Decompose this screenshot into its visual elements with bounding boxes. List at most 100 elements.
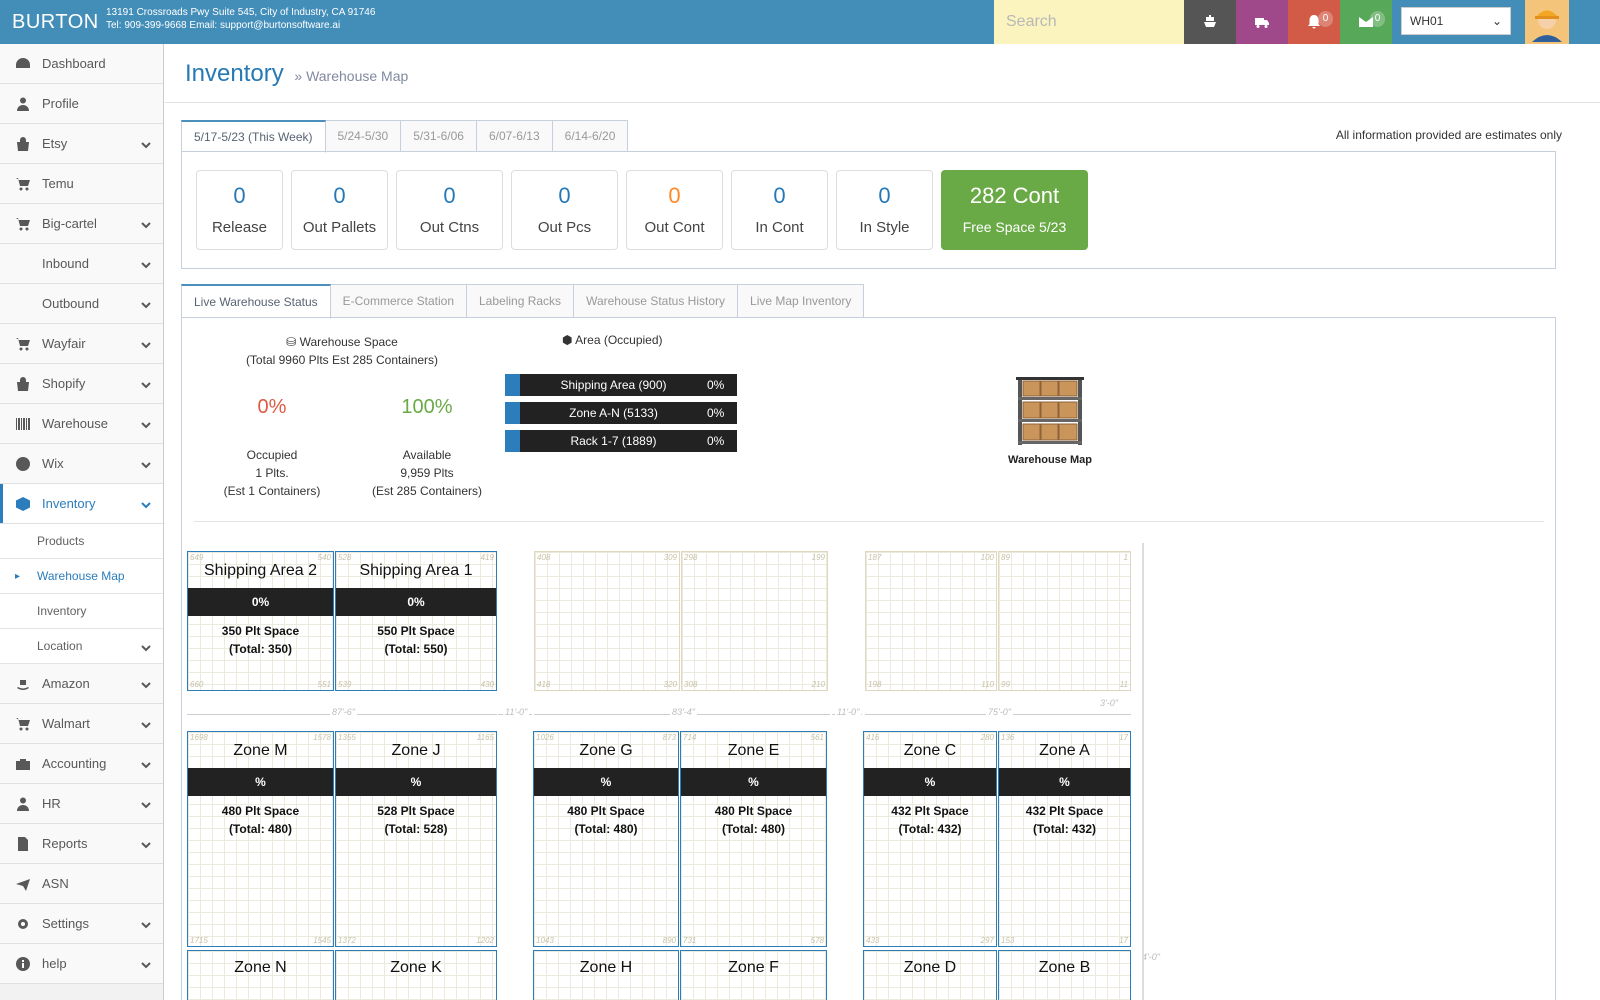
ship-button[interactable] (1184, 0, 1236, 44)
sidebar-item-walmart[interactable]: Walmart (0, 704, 163, 744)
sidebar-item-dashboard[interactable]: Dashboard (0, 44, 163, 84)
zone-zone-b[interactable]: Zone B (998, 950, 1131, 1000)
status-tabs: Live Warehouse Status E-Commerce Station L… (181, 284, 865, 319)
chevron-down-icon (141, 718, 151, 729)
empty-storage-block[interactable]: 89 1 99 11 (998, 551, 1131, 691)
stat-label: In Cont (755, 219, 804, 236)
zone-plt-space: 480 Plt Space (221, 804, 300, 818)
area-progress-bar: Rack 1-7 (1889) 0% (505, 430, 737, 452)
stat-box-release[interactable]: 0 Release (196, 170, 283, 250)
zone-name: Zone M (233, 742, 288, 759)
sidebar-item-profile[interactable]: Profile (0, 84, 163, 124)
submenu-item-label: Inventory (37, 604, 87, 618)
chevron-down-icon (141, 958, 151, 969)
sidebar-item-reports[interactable]: Reports (0, 824, 163, 864)
corner-label: 1578 (313, 733, 331, 742)
stat-box-out-pallets[interactable]: 0 Out Pallets (291, 170, 388, 250)
empty-storage-block[interactable]: 408 309 418 320 (534, 551, 680, 691)
corner-label: 1026 (536, 733, 554, 742)
zone-zone-k[interactable]: Zone K (335, 950, 497, 1000)
sidebar-item-asn[interactable]: ASN (0, 864, 163, 904)
occupied-detail: Occupied 1 Plts. (Est 1 Containers) (202, 446, 342, 500)
week-tab[interactable]: 5/31-6/06 (401, 120, 477, 152)
warehouse-map-link[interactable]: Warehouse Map (1000, 373, 1100, 466)
status-tab-live-map-inventory[interactable]: Live Map Inventory (738, 284, 865, 318)
empty-storage-block[interactable]: 298 199 308 210 (681, 551, 828, 691)
search-input[interactable]: Search (994, 0, 1184, 44)
stat-box-in-style[interactable]: 0 In Style (836, 170, 933, 250)
stat-box-out-cont[interactable]: 0 Out Cont (626, 170, 723, 250)
stat-value: 0 (773, 183, 786, 208)
status-tab-labeling-racks[interactable]: Labeling Racks (467, 284, 575, 318)
company-contact: Tel: 909-399-9668 Email: support@burtons… (106, 20, 341, 31)
status-tab-warehouse-status-history[interactable]: Warehouse Status History (574, 284, 739, 318)
empty-storage-block[interactable]: 187 100 198 110 (865, 551, 997, 691)
sidebar-item-warehouse[interactable]: Warehouse (0, 404, 163, 444)
sidebar-item-wayfair[interactable]: Wayfair (0, 324, 163, 364)
sidebar-item-wix[interactable]: Wix (0, 444, 163, 484)
shopping-bag-icon (14, 375, 32, 393)
submenu-item-inventory[interactable]: Inventory (0, 594, 163, 629)
zone-shipping-area-2[interactable]: 649 540 660 551 Shipping Area 2 0% 350 Plt Spa… (187, 551, 334, 691)
zone-zone-c[interactable]: 416 280 433 297 Zone C% 432 Plt Space (Total: … (863, 731, 997, 947)
sidebar-item-big-cartel[interactable]: Big-cartel (0, 204, 163, 244)
brand-logo[interactable]: BURTON (12, 11, 99, 33)
stat-value: 0 (443, 183, 456, 208)
stat-box-free-space-523[interactable]: 282 Cont Free Space 5/23 (941, 170, 1088, 250)
zone-zone-n[interactable]: Zone N (187, 950, 334, 1000)
chevron-down-icon (141, 838, 151, 849)
week-tab[interactable]: 5/17-5/23 (This Week) (181, 120, 326, 153)
status-tab-live-warehouse-status[interactable]: Live Warehouse Status (181, 284, 331, 319)
notifications-button[interactable]: 0 (1288, 0, 1340, 44)
sidebar-item-amazon[interactable]: Amazon (0, 664, 163, 704)
zone-zone-j[interactable]: 1355 1165 1372 1202 Zone J% 528 Plt Space (Tot… (335, 731, 497, 947)
sidebar-item-inbound[interactable]: Inbound (0, 244, 163, 284)
submenu-item-location[interactable]: Location (0, 629, 163, 664)
zone-zone-g[interactable]: 1026 873 1043 890 Zone G% 480 Plt Space (Total… (533, 731, 679, 947)
zone-name: Zone B (1038, 959, 1091, 976)
week-tab[interactable]: 6/14-6/20 (552, 120, 629, 152)
zone-zone-e[interactable]: 714 561 731 578 Zone E% 480 Plt Space (Total: … (680, 731, 827, 947)
sidebar-item-accounting[interactable]: Accounting (0, 744, 163, 784)
top-navbar: BURTON 13191 Crossroads Pwy Suite 545, C… (0, 0, 1600, 44)
stat-box-in-cont[interactable]: 0 In Cont (731, 170, 828, 250)
week-tab[interactable]: 6/07-6/13 (476, 120, 553, 152)
zone-zone-f[interactable]: Zone F (680, 950, 827, 1000)
zone-zone-m[interactable]: 1698 1578 1715 1545 Zone M% 480 Plt Space (Tot… (187, 731, 334, 947)
zone-zone-d[interactable]: Zone D (863, 950, 997, 1000)
submenu-item-warehouse-map[interactable]: Warehouse Map (0, 559, 163, 594)
chevron-down-icon: ⌄ (1491, 14, 1502, 28)
zone-shipping-area-1[interactable]: 528 419 539 430 Shipping Area 1 0% 550 Plt Spa… (335, 551, 497, 691)
sidebar-item-outbound[interactable]: Outbound (0, 284, 163, 324)
week-tab[interactable]: 5/24-5/30 (325, 120, 402, 152)
sidebar-item-hr[interactable]: HR (0, 784, 163, 824)
zone-zone-a[interactable]: 136 17 153 17 Zone A% 432 Plt Space (Total: 43… (998, 731, 1131, 947)
zone-name: Zone C (903, 742, 957, 759)
zone-zone-h[interactable]: Zone H (533, 950, 679, 1000)
submenu-item-products[interactable]: Products (0, 524, 163, 559)
messages-button[interactable]: 0 (1340, 0, 1392, 44)
truck-button[interactable] (1236, 0, 1288, 44)
warehouse-select[interactable]: WH01 ⌄ (1401, 7, 1511, 35)
user-avatar[interactable] (1525, 0, 1569, 44)
chevron-down-icon (141, 798, 151, 809)
sidebar-item-inventory[interactable]: Inventory (0, 484, 163, 524)
corner-label: 110 (981, 680, 994, 689)
dimension-label: 3'-0" (1100, 698, 1118, 708)
corner-label: 528 (338, 553, 352, 562)
corner-label: 540 (317, 553, 331, 562)
sidebar-item-shopify[interactable]: Shopify (0, 364, 163, 404)
sidebar-item-help[interactable]: help (0, 944, 163, 984)
corner-label: 11 (1119, 680, 1128, 689)
chevron-down-icon (141, 758, 151, 769)
page-title: Inventory » Warehouse Map (185, 60, 408, 88)
sidebar-item-etsy[interactable]: Etsy (0, 124, 163, 164)
status-tab-e-commerce-station[interactable]: E-Commerce Station (330, 284, 467, 318)
stat-box-out-pcs[interactable]: 0 Out Pcs (511, 170, 618, 250)
sidebar-item-label: HR (42, 796, 61, 811)
sidebar-item-settings[interactable]: Settings (0, 904, 163, 944)
sidebar-item-temu[interactable]: Temu (0, 164, 163, 204)
compress-icon (14, 255, 32, 273)
stat-box-out-ctns[interactable]: 0 Out Ctns (396, 170, 503, 250)
area-bar-label: Shipping Area (900) (560, 378, 667, 392)
